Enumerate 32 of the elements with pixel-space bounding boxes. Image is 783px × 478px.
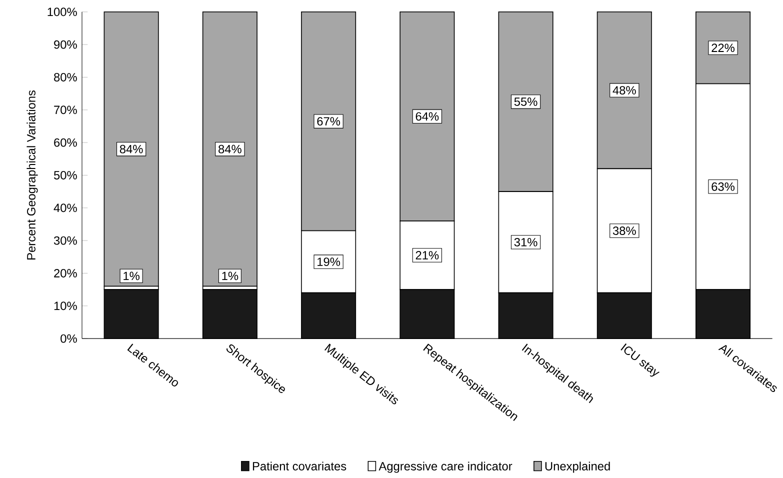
data-label: 63%: [712, 182, 735, 192]
y-tick-label: 100%: [48, 8, 77, 16]
data-label: 19%: [318, 258, 340, 266]
data-label: 67%: [317, 117, 340, 126]
data-label: 22%: [712, 44, 735, 52]
y-tick-label: 80%: [54, 73, 77, 82]
y-tick-label: 90%: [54, 40, 77, 49]
data-label: 84%: [120, 145, 143, 154]
y-tick-label: 70%: [54, 106, 77, 114]
data-label: 21%: [416, 251, 439, 260]
bar: [202, 12, 258, 287]
y-tick-label: 10%: [54, 302, 77, 310]
data-label: 48%: [612, 86, 636, 95]
data-label: 84%: [218, 145, 242, 154]
y-tick-label: 20%: [54, 269, 77, 278]
data-label: 38%: [612, 226, 636, 236]
data-label: 31%: [514, 238, 538, 247]
y-tick-label: 40%: [54, 204, 77, 212]
data-label: 55%: [514, 98, 538, 106]
y-tick-label: 0%: [60, 334, 77, 343]
y-tick-label: 30%: [54, 236, 77, 245]
y-axis-title: Percent Geographical Variations: [26, 90, 38, 260]
x-tick-label: ICU stay: [620, 344, 660, 377]
data-label: 1%: [222, 272, 238, 280]
bar: [104, 12, 159, 287]
legend-label: Unexplained: [545, 462, 610, 473]
legend-label: Patient covariates: [252, 462, 346, 471]
legend-label: Aggressive care indicator: [378, 462, 512, 473]
y-tick-label: 50%: [54, 171, 77, 180]
data-label: 64%: [416, 112, 439, 121]
data-label: 1%: [124, 272, 140, 280]
y-tick-label: 60%: [54, 138, 77, 147]
